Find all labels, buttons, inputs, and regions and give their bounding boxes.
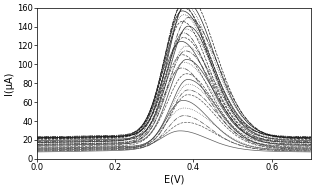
Y-axis label: I(μA): I(μA) — [4, 72, 14, 95]
X-axis label: E(V): E(V) — [164, 175, 184, 185]
